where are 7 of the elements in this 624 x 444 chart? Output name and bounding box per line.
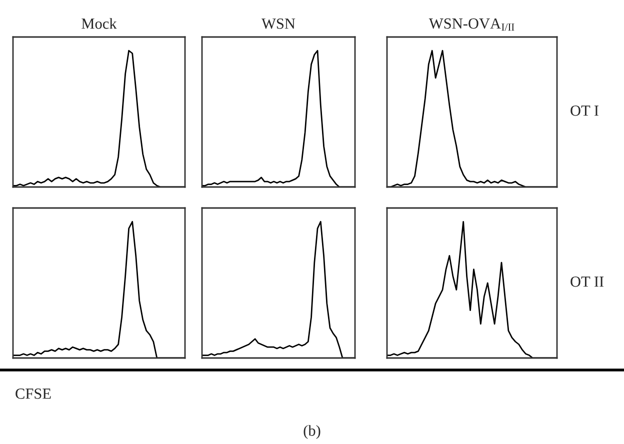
chart-title: WSN	[262, 18, 296, 29]
chart-title: Mock	[82, 18, 117, 29]
text: CFSE	[16, 388, 51, 399]
chart-title: WSN-OVA$_{I/II}$	[428, 18, 514, 31]
text: (b)	[304, 425, 320, 439]
text: OT II	[570, 276, 604, 287]
text: OT I	[570, 106, 598, 116]
